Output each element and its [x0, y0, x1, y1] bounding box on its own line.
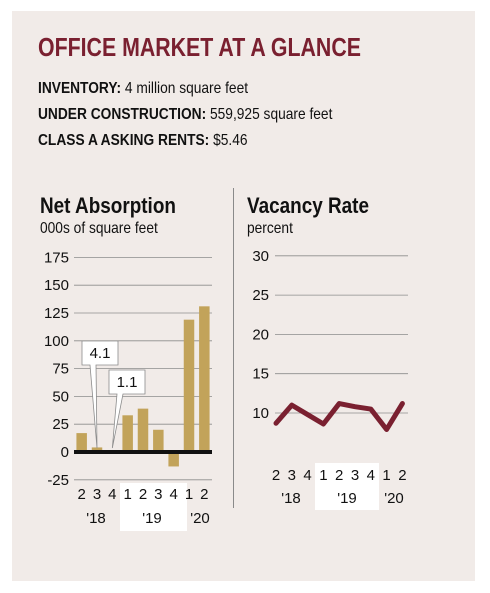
callout-label: 1.1 — [117, 374, 138, 391]
y-tick-label: 25 — [52, 416, 69, 433]
callout-label: 4.1 — [90, 345, 111, 362]
x-tick-label: 2 — [77, 486, 85, 503]
x-tick-label: 4 — [169, 486, 177, 503]
year-label: '20 — [190, 510, 210, 527]
y-tick-label: 15 — [252, 366, 269, 383]
x-tick-label: 1 — [382, 467, 390, 484]
x-tick-label: 3 — [93, 486, 101, 503]
stat-value: $5.46 — [213, 132, 248, 149]
bar — [199, 306, 210, 452]
bar — [137, 408, 149, 452]
stat-label: UNDER CONSTRUCTION: — [38, 106, 207, 123]
year-highlight-band — [120, 483, 187, 531]
y-tick-label: 20 — [252, 326, 269, 343]
year-label: '18 — [86, 510, 106, 527]
year-label: '18 — [281, 490, 301, 507]
y-tick-label: 100 — [44, 333, 69, 350]
vacancy-chart-title: Vacancy Rate — [247, 193, 370, 218]
x-tick-label: 3 — [154, 486, 162, 503]
y-tick-label: 50 — [52, 388, 69, 405]
stat-label: CLASS A ASKING RENTS: — [38, 132, 210, 149]
chart-divider — [233, 188, 234, 508]
callout-box — [81, 340, 119, 449]
callout-box — [108, 369, 146, 449]
bar — [122, 415, 133, 452]
stat-value: 559,925 square feet — [210, 106, 333, 123]
year-label: '19 — [142, 510, 162, 527]
vacancy-line — [273, 401, 405, 433]
y-tick-label: -25 — [47, 472, 69, 489]
x-tick-label: 1 — [185, 486, 193, 503]
x-tick-label: 4 — [108, 486, 116, 503]
y-tick-label: 0 — [61, 444, 69, 461]
y-tick-label: 25 — [252, 287, 269, 304]
bar — [168, 452, 179, 467]
x-tick-label: 3 — [351, 467, 359, 484]
bar — [153, 429, 164, 452]
x-tick-label: 1 — [123, 486, 131, 503]
absorption-chart-unit: 000s of square feet — [40, 220, 158, 237]
vacancy-chart-unit: percent — [247, 220, 293, 237]
x-tick-label: 4 — [367, 467, 375, 484]
page-title: OFFICE MARKET AT A GLANCE — [38, 32, 361, 62]
y-tick-label: 125 — [44, 305, 69, 322]
y-tick-label: 150 — [44, 277, 69, 294]
stat-under-construction: UNDER CONSTRUCTION: 559,925 square feet — [38, 106, 332, 124]
x-tick-label: 2 — [200, 486, 208, 503]
year-label: '20 — [384, 490, 404, 507]
bar — [91, 447, 103, 452]
stat-value: 4 million square feet — [124, 80, 249, 97]
year-label: '19 — [337, 490, 357, 507]
infographic-panel — [12, 11, 475, 581]
x-tick-label: 3 — [288, 467, 296, 484]
year-highlight-band — [315, 463, 379, 510]
x-tick-label: 2 — [272, 467, 280, 484]
bar — [183, 319, 195, 452]
absorption-chart-title: Net Absorption — [40, 193, 176, 218]
x-tick-label: 2 — [398, 467, 406, 484]
x-tick-label: 1 — [319, 467, 327, 484]
y-tick-label: 175 — [44, 249, 69, 266]
y-tick-label: 10 — [252, 405, 269, 422]
y-tick-label: 30 — [252, 248, 269, 265]
bar — [76, 433, 87, 452]
x-tick-label: 2 — [139, 486, 147, 503]
x-tick-label: 2 — [335, 467, 343, 484]
y-tick-label: 75 — [52, 361, 69, 378]
stat-inventory: INVENTORY: 4 million square feet — [38, 80, 248, 98]
stat-class-a-rents: CLASS A ASKING RENTS: $5.46 — [38, 132, 248, 150]
x-tick-label: 4 — [303, 467, 311, 484]
stat-label: INVENTORY: — [38, 80, 122, 97]
